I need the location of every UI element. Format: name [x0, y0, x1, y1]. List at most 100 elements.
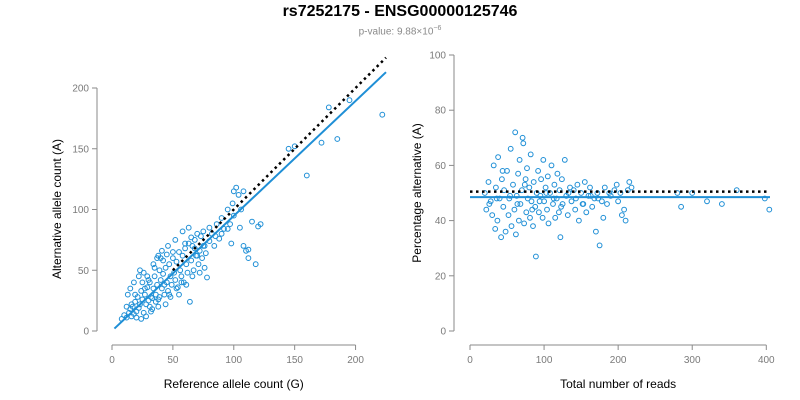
data-point	[163, 251, 170, 258]
data-point	[559, 176, 565, 183]
data-point	[156, 294, 163, 300]
y-tick-label: 150	[72, 144, 89, 155]
data-point	[589, 203, 596, 210]
data-point	[532, 203, 539, 210]
data-point	[556, 209, 562, 216]
data-point	[537, 192, 544, 199]
data-point	[176, 291, 182, 298]
data-point	[245, 255, 252, 262]
data-point	[127, 285, 134, 292]
y-tick-label: 20	[435, 271, 447, 282]
y-tick-label: 80	[435, 106, 447, 117]
data-point	[124, 291, 131, 298]
data-point	[587, 192, 594, 199]
data-point	[182, 245, 189, 252]
data-point	[578, 190, 584, 196]
x-tick-label: 100	[225, 355, 242, 366]
data-point	[142, 291, 148, 298]
x-tick-label: 400	[758, 355, 775, 366]
data-point	[165, 243, 171, 249]
data-point	[224, 226, 231, 232]
data-point	[490, 162, 497, 169]
data-point	[573, 195, 579, 202]
data-point	[580, 201, 587, 207]
data-point	[128, 301, 135, 308]
data-point	[561, 157, 568, 163]
data-point	[486, 201, 493, 207]
data-point	[188, 234, 195, 241]
data-point	[143, 313, 150, 320]
data-point	[162, 301, 169, 308]
data-point	[145, 277, 152, 283]
data-point	[530, 179, 537, 185]
data-point	[533, 253, 539, 260]
fit-line	[113, 71, 387, 330]
data-point	[173, 258, 180, 265]
data-point	[527, 214, 533, 221]
data-point	[545, 220, 552, 227]
data-point	[285, 145, 292, 152]
data-point	[183, 281, 190, 288]
data-point	[144, 273, 151, 280]
data-point	[123, 303, 130, 310]
data-point	[591, 195, 598, 202]
data-point	[516, 217, 522, 224]
data-point	[526, 184, 533, 191]
data-point	[142, 285, 148, 292]
data-point	[599, 198, 605, 205]
data-point	[766, 206, 773, 213]
data-point	[626, 179, 633, 185]
data-point	[499, 176, 505, 183]
data-point	[379, 111, 386, 118]
data-point	[200, 228, 207, 235]
data-point	[240, 188, 247, 195]
data-point	[554, 170, 561, 177]
data-point	[581, 179, 588, 185]
data-point	[498, 234, 505, 241]
data-point	[513, 192, 520, 199]
chart-panel-1: 0 50 100 150 200 0 50 100 150 200 Reference allele…	[50, 56, 387, 391]
data-point	[507, 145, 514, 152]
data-point	[198, 233, 204, 240]
y-tick-label: 200	[72, 84, 89, 95]
data-point	[166, 261, 173, 268]
data-point	[195, 261, 202, 268]
reference-line	[172, 56, 387, 272]
data-point	[162, 264, 169, 271]
data-point	[530, 223, 536, 230]
data-point	[159, 247, 165, 254]
data-point	[137, 301, 143, 308]
x-tick-label: 0	[109, 355, 115, 366]
data-point	[520, 140, 527, 147]
y-tick-label: 0	[440, 327, 446, 338]
data-point	[496, 195, 503, 202]
data-point	[601, 184, 608, 191]
data-point	[550, 195, 557, 202]
x-tick-label: 300	[684, 355, 701, 366]
data-point	[604, 201, 610, 207]
x-axis-title: Reference allele count (G)	[164, 377, 304, 391]
data-point	[492, 226, 499, 232]
data-point	[166, 291, 173, 298]
data-point	[613, 181, 620, 188]
data-point	[483, 206, 490, 213]
data-point	[151, 273, 158, 280]
data-point	[508, 223, 515, 230]
data-point	[481, 190, 488, 196]
data-point	[513, 231, 519, 238]
data-point	[346, 97, 353, 104]
y-tick-label: 60	[435, 161, 447, 172]
subtitle-prefix: p-value: 9.88×10	[358, 26, 434, 38]
subtitle-exponent: −6	[433, 25, 442, 32]
data-point	[172, 237, 179, 243]
data-point	[240, 243, 247, 249]
y-tick-label: 100	[72, 205, 89, 216]
data-point	[529, 206, 536, 213]
data-point	[229, 200, 236, 207]
data-point	[556, 187, 563, 194]
data-point	[179, 228, 186, 235]
y-axis-title: Alternative allele count (A)	[50, 139, 64, 279]
data-point	[196, 269, 203, 276]
data-point	[133, 314, 140, 321]
data-point	[619, 212, 625, 219]
